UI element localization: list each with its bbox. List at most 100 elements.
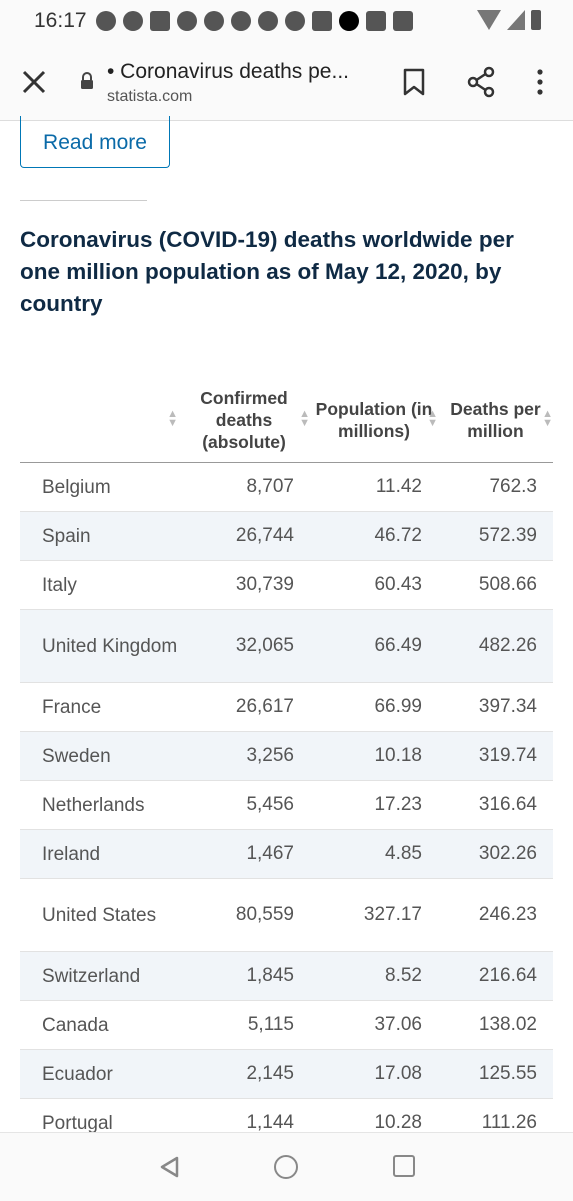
cell-deaths: 1,467 (246, 843, 294, 864)
dot-icon (339, 11, 359, 31)
more-vert-icon[interactable] (532, 68, 548, 96)
page-domain[interactable]: statista.com (107, 88, 193, 105)
table-header-row: ▲ ▼ Confirmed deaths (absolute) ▲ ▼ Populat… (20, 378, 553, 463)
play-icon (285, 11, 305, 31)
cell-population: 60.43 (374, 574, 422, 595)
divider (20, 200, 147, 201)
cell-population: 17.08 (374, 1063, 422, 1084)
cell-deaths: 1,845 (246, 965, 294, 986)
cell-per-million: 138.02 (478, 1014, 537, 1035)
cell-population: 17.23 (374, 794, 422, 815)
status-bar: 16:17 (0, 0, 573, 42)
col-header-per-million[interactable]: Deaths per million ▲ ▼ (450, 399, 553, 441)
table-row: Switzerland 1,845 8.52 216.64 (20, 951, 553, 1001)
cell-per-million: 397.34 (478, 696, 537, 717)
wifi-icon (477, 10, 501, 30)
cell-country: United Kingdom (42, 635, 178, 657)
table-row: United States 80,559 327.17 246.23 (20, 879, 553, 952)
cell-per-million: 302.26 (478, 843, 537, 864)
cell-country: Netherlands (42, 794, 145, 816)
cell-per-million: 246.23 (478, 904, 537, 925)
col-header-population[interactable]: Population (in millions) ▲ ▼ (315, 399, 438, 441)
cell-country: Canada (42, 1014, 109, 1036)
chrome-icon-3 (258, 11, 278, 31)
cell-country: Portugal (42, 1112, 113, 1134)
cell-country: Ireland (42, 843, 101, 865)
cell-per-million: 482.26 (478, 635, 537, 656)
cell-population: 66.49 (374, 635, 422, 656)
page-title[interactable]: • Coronavirus deaths pe... (107, 60, 349, 83)
share-icon[interactable] (466, 66, 496, 98)
system-nav-bar (0, 1132, 573, 1201)
col-header-deaths[interactable]: Confirmed deaths (absolute) ▲ ▼ (200, 388, 310, 452)
discord-icon (123, 11, 143, 31)
cell-population: 37.06 (374, 1014, 422, 1035)
cell-per-million: 316.64 (478, 794, 537, 815)
cell-deaths: 80,559 (235, 904, 294, 925)
cell-country: United States (42, 904, 157, 926)
cell-country: Sweden (42, 745, 111, 767)
cell-country: Ecuador (42, 1063, 113, 1085)
cell-population: 10.18 (374, 745, 422, 766)
table-row: Belgium 8,707 11.42 762.3 (20, 463, 553, 512)
browser-toolbar: • Coronavirus deaths pe... statista.com (0, 42, 573, 121)
cell-country: France (42, 696, 102, 718)
table-row: Spain 26,744 46.72 572.39 (20, 511, 553, 561)
cell-population: 10.28 (374, 1112, 422, 1133)
cell-country: Spain (42, 525, 91, 547)
cell-deaths: 32,065 (235, 635, 294, 656)
chrome-icon-2 (231, 11, 251, 31)
cell-country: Switzerland (42, 965, 141, 987)
table-row: United Kingdom 32,065 66.49 482.26 (20, 609, 553, 683)
home-icon[interactable] (274, 1155, 298, 1179)
cell-per-million: 508.66 (478, 574, 537, 595)
sort-icon: ▲ ▼ (299, 408, 310, 429)
cell-deaths: 3,256 (246, 745, 294, 766)
lock-icon (81, 72, 93, 89)
table-row: Sweden 3,256 10.18 319.74 (20, 731, 553, 781)
cell-deaths: 2,145 (246, 1063, 294, 1084)
bookmark-icon[interactable] (402, 68, 426, 96)
notification-icons (96, 11, 413, 31)
sort-icon: ▲ ▼ (542, 408, 553, 429)
close-icon[interactable] (20, 68, 48, 96)
cell-population: 327.17 (363, 904, 422, 925)
cell-deaths: 5,456 (246, 794, 294, 815)
gmail-icon-2 (366, 11, 386, 31)
instagram-icon (150, 11, 170, 31)
cell-population: 4.85 (385, 843, 422, 864)
cell-per-million: 216.64 (478, 965, 537, 986)
cell-per-million: 762.3 (489, 476, 537, 497)
cell-population: 66.99 (374, 696, 422, 717)
data-table: ▲ ▼ Confirmed deaths (absolute) ▲ ▼ Populat… (20, 378, 553, 1148)
system-icons (477, 10, 541, 30)
battery-icon (531, 10, 541, 30)
twitter-icon (204, 11, 224, 31)
back-icon[interactable] (157, 1155, 181, 1179)
cell-per-million: 111.26 (481, 1112, 537, 1133)
cell-deaths: 26,744 (235, 525, 294, 546)
cell-per-million: 319.74 (478, 745, 537, 766)
table-row: Canada 5,115 37.06 138.02 (20, 1001, 553, 1050)
signal-icon (507, 10, 525, 30)
cell-deaths: 1,144 (246, 1112, 294, 1133)
pinterest-icon (177, 11, 197, 31)
table-row: Ireland 1,467 4.85 302.26 (20, 829, 553, 879)
table-row: Italy 30,739 60.43 508.66 (20, 561, 553, 610)
chrome-icon (96, 11, 116, 31)
table-row: Netherlands 5,456 17.23 316.64 (20, 781, 553, 830)
cell-deaths: 5,115 (247, 1014, 294, 1035)
cell-country: Belgium (42, 476, 111, 498)
cell-deaths: 8,707 (246, 476, 294, 497)
read-more-button[interactable]: Read more (20, 116, 170, 168)
cell-population: 8.52 (385, 965, 422, 986)
chart-headline: Coronavirus (COVID-19) deaths worldwide … (20, 227, 514, 316)
cell-population: 46.72 (374, 525, 422, 546)
cell-per-million: 125.55 (478, 1063, 537, 1084)
gmail-icon-3 (393, 11, 413, 31)
gmail-icon (312, 11, 332, 31)
cell-population: 11.42 (375, 476, 422, 497)
sort-icon: ▲ ▼ (427, 408, 438, 429)
col-header-country[interactable]: ▲ ▼ (20, 378, 178, 463)
recents-icon[interactable] (393, 1155, 415, 1177)
